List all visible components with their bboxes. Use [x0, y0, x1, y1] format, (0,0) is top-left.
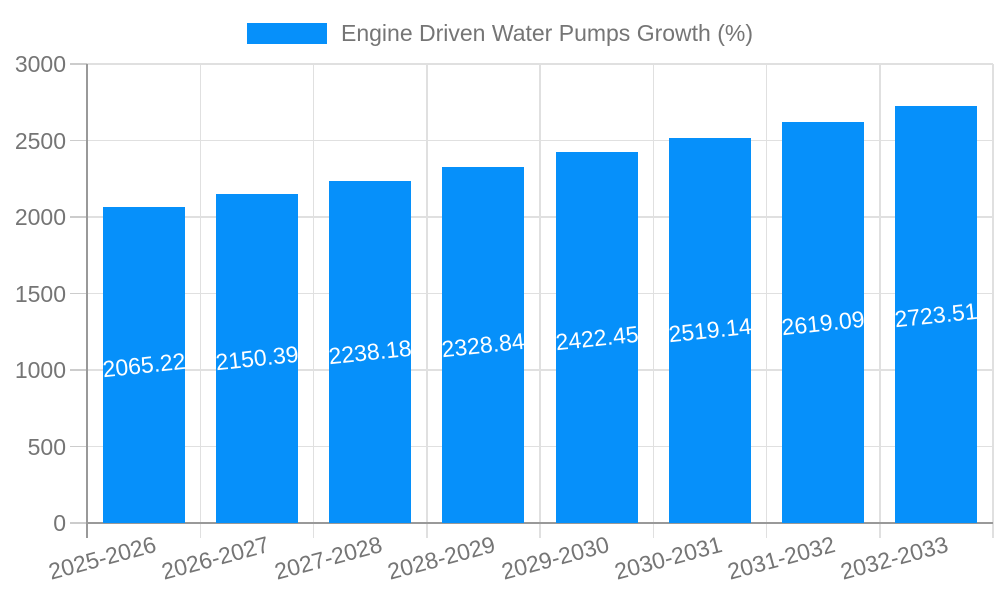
vertical-gridline: [765, 64, 768, 538]
legend-label: Engine Driven Water Pumps Growth (%): [340, 20, 754, 46]
y-axis-tick: [70, 63, 87, 65]
bar[interactable]: [329, 180, 412, 523]
vertical-gridline: [539, 64, 541, 538]
y-axis-tick-label: 0: [53, 510, 66, 536]
y-axis-tick: [70, 369, 87, 371]
bar[interactable]: [782, 122, 865, 523]
vertical-gridline: [652, 64, 654, 538]
x-axis-tick-label: 2029-2030: [498, 531, 612, 585]
vertical-gridline: [879, 64, 881, 538]
bar[interactable]: [215, 193, 298, 523]
y-axis-tick: [70, 522, 87, 524]
y-axis-tick-label: 2000: [14, 204, 66, 230]
vertical-gridline: [992, 64, 994, 538]
y-axis-tick-label: 500: [27, 433, 66, 460]
legend-color-swatch: [246, 22, 327, 44]
vertical-gridline: [426, 64, 428, 538]
x-axis-tick-label: 2031-2032: [724, 531, 838, 585]
x-axis-tick-label: 2028-2029: [385, 531, 499, 585]
y-axis-tick-label: 2500: [14, 127, 66, 154]
bar[interactable]: [555, 152, 638, 523]
x-axis-tick-label: 2030-2031: [611, 531, 725, 585]
y-axis-tick: [70, 445, 87, 448]
x-axis-tick-label: 2026-2027: [158, 531, 272, 585]
bar[interactable]: [102, 207, 185, 523]
vertical-gridline: [312, 64, 315, 538]
x-axis-tick-label: 2032-2033: [838, 531, 952, 585]
bar[interactable]: [895, 106, 978, 523]
legend-item[interactable]: Engine Driven Water Pumps Growth (%): [246, 20, 754, 46]
bar[interactable]: [668, 137, 751, 523]
x-axis-tick-label: 2027-2028: [271, 531, 385, 585]
bar[interactable]: [442, 166, 525, 523]
y-axis-tick-label: 1000: [14, 357, 66, 383]
y-axis-tick: [70, 216, 87, 218]
y-axis-line: [86, 64, 88, 538]
x-axis-tick-label: 2025-2026: [45, 531, 159, 585]
x-axis-line: [87, 522, 993, 524]
y-axis-tick-label: 1500: [14, 280, 66, 307]
y-axis-tick-label: 3000: [14, 51, 66, 77]
y-axis-tick: [70, 139, 87, 142]
vertical-gridline: [199, 64, 201, 538]
y-axis-tick: [70, 292, 87, 295]
